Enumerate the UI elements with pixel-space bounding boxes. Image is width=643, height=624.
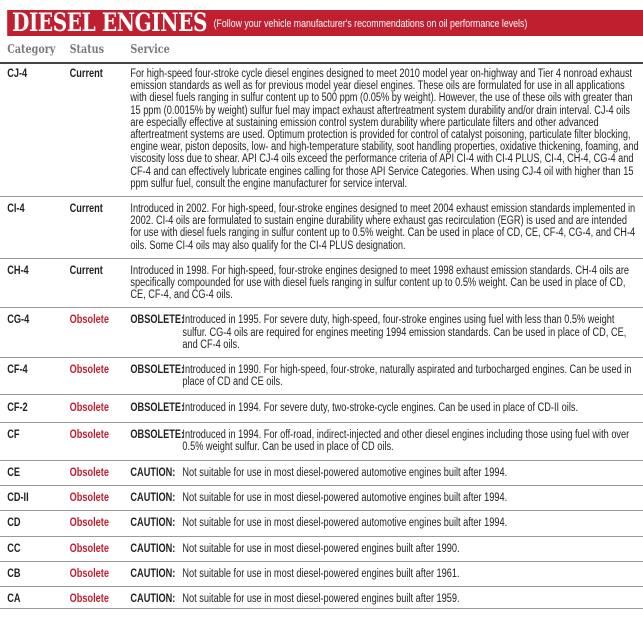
category-cell: CE xyxy=(7,467,20,480)
service-cell: For high-speed four-stroke cycle diesel … xyxy=(130,68,639,190)
table-row: CA Obsolete CAUTION: Not suitable for use i… xyxy=(0,587,643,610)
category-cell: CI-4 xyxy=(7,203,25,216)
status-cell: Obsolete xyxy=(69,517,109,530)
service-text: Not suitable for use in most diesel-powe… xyxy=(182,467,508,480)
status-cell: Obsolete xyxy=(69,428,109,441)
table-row: CD Obsolete CAUTION: Not suitable for use i… xyxy=(0,511,643,537)
category-cell: CF-2 xyxy=(7,402,28,415)
status-cell: Obsolete xyxy=(69,567,109,580)
service-prefix: OBSOLETE: xyxy=(130,402,185,415)
category-cell: CD xyxy=(7,517,21,530)
title-bar: DIESEL ENGINES (Follow your vehicle manu… xyxy=(7,8,643,37)
category-cell: CF-4 xyxy=(7,364,28,377)
category-cell: CF xyxy=(7,428,20,441)
service-prefix: CAUTION: xyxy=(130,567,176,580)
column-headers: Category Status Service xyxy=(0,42,643,60)
table-row: CD-II Obsolete CAUTION: Not suitable for us… xyxy=(0,486,643,512)
service-text: Not suitable for use in most diesel-powe… xyxy=(182,492,508,505)
service-prefix: OBSOLETE: xyxy=(130,364,185,377)
table-row: CH-4 Current Introduced in 1998. For high-… xyxy=(0,259,643,309)
service-text: Not suitable for use in most diesel-powe… xyxy=(182,567,460,580)
status-cell: Obsolete xyxy=(69,492,109,505)
table-row: CF Obsolete OBSOLETE: Introduced in 1994. F… xyxy=(0,423,643,462)
service-text: Introduced in 1994. For off-road, indire… xyxy=(182,428,630,453)
service-prefix: CAUTION: xyxy=(130,593,176,606)
service-text: Not suitable for use in most diesel-powe… xyxy=(182,517,508,530)
header-divider xyxy=(0,62,643,64)
service-text: Not suitable for use in most diesel-powe… xyxy=(182,542,460,555)
category-cell: CH-4 xyxy=(7,264,29,277)
page-subtitle: (Follow your vehicle manufacturer's reco… xyxy=(213,18,528,30)
service-text: Introduced in 1995. For severe duty, hig… xyxy=(182,314,627,351)
service-prefix: CAUTION: xyxy=(130,517,176,530)
service-prefix: CAUTION: xyxy=(130,542,176,555)
status-cell: Obsolete xyxy=(69,593,109,606)
service-cell: CAUTION: Not suitable for use in most die… xyxy=(130,492,639,504)
table-row: CG-4 Obsolete OBSOLETE: Introduced in 1995.… xyxy=(0,308,643,359)
category-cell: CG-4 xyxy=(7,314,30,327)
table-row: CI-4 Current Introduced in 2002. For high-… xyxy=(0,197,643,259)
status-cell: Current xyxy=(69,264,103,277)
category-cell: CC xyxy=(7,542,21,555)
service-text: Introduced in 1990. For high-speed, four… xyxy=(182,364,632,389)
service-cell: CAUTION: Not suitable for use in most die… xyxy=(130,568,639,580)
service-cell: Introduced in 2002. For high-speed, four… xyxy=(130,203,636,252)
table-row: CF-2 Obsolete OBSOLETE: Introduced in 1994.… xyxy=(0,395,643,423)
service-text: Introduced in 1994. For severe duty, two… xyxy=(182,402,579,415)
service-cell: CAUTION: Not suitable for use in most die… xyxy=(130,543,639,555)
service-cell: CAUTION: Not suitable for use in most die… xyxy=(130,467,639,479)
status-cell: Obsolete xyxy=(69,364,109,377)
service-cell: CAUTION: Not suitable for use in most die… xyxy=(130,517,639,529)
category-cell: CJ-4 xyxy=(7,68,28,80)
service-prefix: OBSOLETE: xyxy=(130,428,185,441)
category-cell: CB xyxy=(7,567,21,580)
status-cell: Obsolete xyxy=(69,467,109,480)
table-row: CF-4 Obsolete OBSOLETE: Introduced in 1990.… xyxy=(0,358,643,396)
category-cell: CD-II xyxy=(7,492,29,505)
table-row: CC Obsolete CAUTION: Not suitable for use i… xyxy=(0,537,643,562)
status-cell: Current xyxy=(69,68,103,80)
service-cell: CAUTION: Not suitable for use in most die… xyxy=(130,593,639,605)
table-body: CJ-4 Current For high-speed four-stroke cy… xyxy=(0,64,643,610)
table-row: CB Obsolete CAUTION: Not suitable for use i… xyxy=(0,562,643,588)
column-header-service: Service xyxy=(130,42,170,56)
service-cell: Introduced in 1998. For high-speed, four… xyxy=(130,264,630,302)
service-prefix: CAUTION: xyxy=(130,467,176,480)
table-row: CJ-4 Current For high-speed four-stroke cy… xyxy=(0,64,643,198)
status-cell: Obsolete xyxy=(69,542,109,555)
service-cell: OBSOLETE: Introduced in 1995. For severe … xyxy=(130,314,639,351)
category-cell: CA xyxy=(7,593,21,606)
service-prefix: OBSOLETE: xyxy=(130,314,185,327)
column-header-category: Category xyxy=(7,42,56,56)
status-cell: Obsolete xyxy=(69,402,109,415)
service-text: Not suitable for use in most diesel-powe… xyxy=(182,593,460,606)
service-cell: OBSOLETE: Introduced in 1994. For severe … xyxy=(130,402,639,414)
page-title: DIESEL ENGINES xyxy=(12,8,207,37)
service-cell: OBSOLETE: Introduced in 1994. For off-roa… xyxy=(130,429,639,453)
status-cell: Current xyxy=(69,203,103,216)
column-header-status: Status xyxy=(69,42,105,56)
service-prefix: CAUTION: xyxy=(130,492,176,505)
status-cell: Obsolete xyxy=(69,314,109,327)
service-cell: OBSOLETE: Introduced in 1990. For high-sp… xyxy=(130,364,639,388)
table-row: CE Obsolete CAUTION: Not suitable for use i… xyxy=(0,461,643,487)
